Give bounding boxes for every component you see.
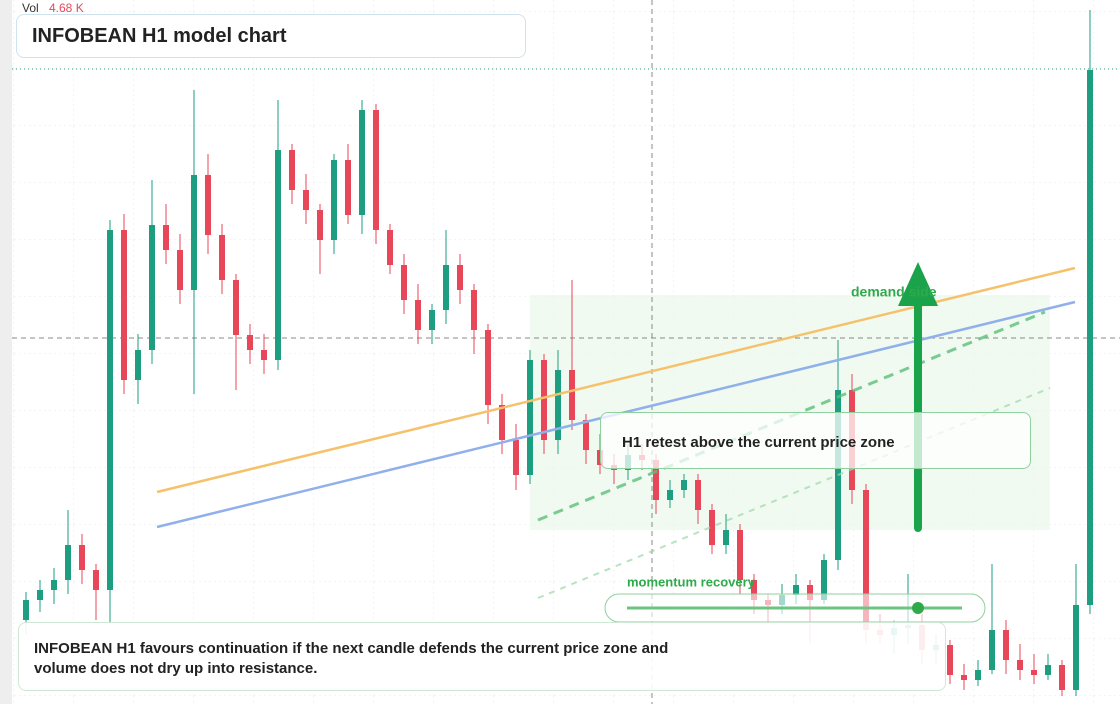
candle-body [807,585,813,600]
candle-body [205,175,211,235]
candle-body [1045,665,1051,675]
candle-body [247,335,253,350]
annotation: H1 retest above the current price zone [622,434,895,451]
candle-body [275,150,281,360]
candle-body [23,600,29,620]
candle-body [961,675,967,680]
candle-body [751,580,757,600]
candle-body [135,350,141,380]
candle-body [821,560,827,600]
left-strip [0,0,12,704]
candle-body [163,225,169,250]
candle-body [1017,660,1023,670]
candle-body [121,230,127,380]
candle-body [261,350,267,360]
candle-body [695,480,701,510]
candle-body [527,360,533,475]
candle-body [401,265,407,300]
candle-body [1059,665,1065,690]
candle-body [443,265,449,310]
candle-body [233,280,239,335]
annotation: momentum recovery [627,574,756,589]
candle-body [709,510,715,545]
candle-body [65,545,71,580]
title-box: INFOBEAN H1 model chart [16,14,526,58]
candle-body [471,290,477,330]
candle-body [149,225,155,350]
candle-body [541,360,547,440]
candle-body [177,250,183,290]
volume-value: 4.68 K [49,1,84,15]
candle-body [947,645,953,675]
candle-body [499,405,505,440]
chart-title: INFOBEAN H1 model chart [32,25,287,47]
candle-body [457,265,463,290]
candle-body [191,175,197,290]
candle-body [1003,630,1009,660]
candle-body [345,160,351,215]
candle-body [485,330,491,405]
candle-body [415,300,421,330]
candle-body [219,235,225,280]
candle-body [989,630,995,670]
candle-body [93,570,99,590]
candle-body [1031,670,1037,675]
candle-body [975,670,981,680]
candle-body [387,230,393,265]
candle-body [107,230,113,590]
candle-body [317,210,323,240]
candle-body [51,580,57,590]
candle-body [513,440,519,475]
candle-body [583,420,589,450]
candle-body [863,490,869,630]
candle-body [793,585,799,595]
candle-body [359,110,365,215]
arrow-head [898,262,938,306]
candle-body [37,590,43,600]
candle-body [569,370,575,420]
candle-body [289,150,295,190]
volume-label: Vol [22,1,39,15]
candle-body [1087,70,1093,605]
momentum-dot [912,602,924,614]
note: INFOBEAN H1 favours continuation if the … [34,640,669,677]
candle-body [555,370,561,440]
note-box: INFOBEAN H1 favours continuation if the … [18,622,946,691]
candle-body [303,190,309,210]
candle-body [429,310,435,330]
candle-body [737,530,743,580]
candle-body [681,480,687,490]
candle-body [667,490,673,500]
annotation-box: H1 retest above the current price zone [600,412,1031,469]
candle-body [331,160,337,240]
candle-body [373,110,379,230]
candle-body [79,545,85,570]
candle-body [653,460,659,500]
candles [23,10,1093,696]
candle-body [1073,605,1079,690]
candle-body [723,530,729,545]
annotation: demand side [851,284,937,300]
